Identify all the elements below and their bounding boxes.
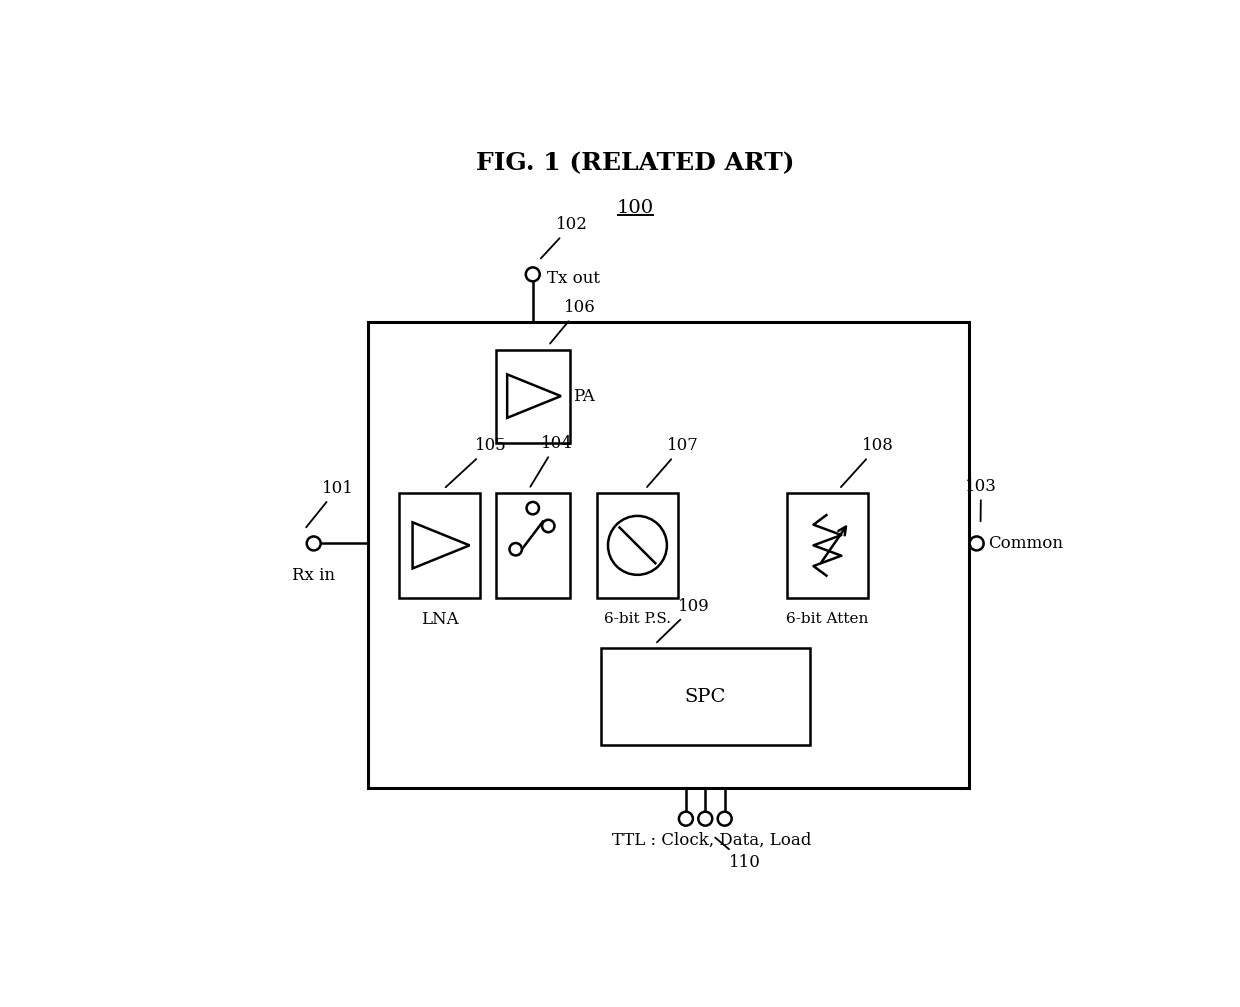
Text: 6-bit Atten: 6-bit Atten bbox=[786, 612, 868, 626]
Text: 109: 109 bbox=[657, 598, 709, 642]
Text: FIG. 1 (RELATED ART): FIG. 1 (RELATED ART) bbox=[476, 151, 795, 175]
Text: 102: 102 bbox=[541, 217, 588, 259]
Text: 100: 100 bbox=[618, 198, 653, 217]
Text: LNA: LNA bbox=[420, 611, 459, 628]
Text: 101: 101 bbox=[306, 480, 353, 528]
Bar bbox=[368, 322, 968, 787]
Bar bbox=[596, 493, 678, 598]
Text: Tx out: Tx out bbox=[547, 270, 600, 287]
Text: Common: Common bbox=[988, 535, 1064, 552]
Text: 105: 105 bbox=[445, 437, 506, 487]
Bar bbox=[399, 493, 480, 598]
Text: PA: PA bbox=[573, 388, 595, 405]
Bar bbox=[496, 493, 569, 598]
Text: 6-bit P.S.: 6-bit P.S. bbox=[604, 612, 671, 626]
Bar bbox=[496, 349, 569, 443]
Bar bbox=[600, 649, 810, 745]
Text: 104: 104 bbox=[531, 435, 573, 486]
Text: 108: 108 bbox=[841, 437, 894, 487]
Text: 110: 110 bbox=[715, 838, 760, 871]
Text: TTL : Clock, Data, Load: TTL : Clock, Data, Load bbox=[613, 832, 812, 849]
Text: 106: 106 bbox=[551, 299, 595, 343]
Bar bbox=[786, 493, 868, 598]
Text: SPC: SPC bbox=[684, 688, 725, 706]
Text: 103: 103 bbox=[965, 477, 997, 522]
Text: 107: 107 bbox=[647, 437, 699, 487]
Text: Rx in: Rx in bbox=[293, 568, 335, 584]
